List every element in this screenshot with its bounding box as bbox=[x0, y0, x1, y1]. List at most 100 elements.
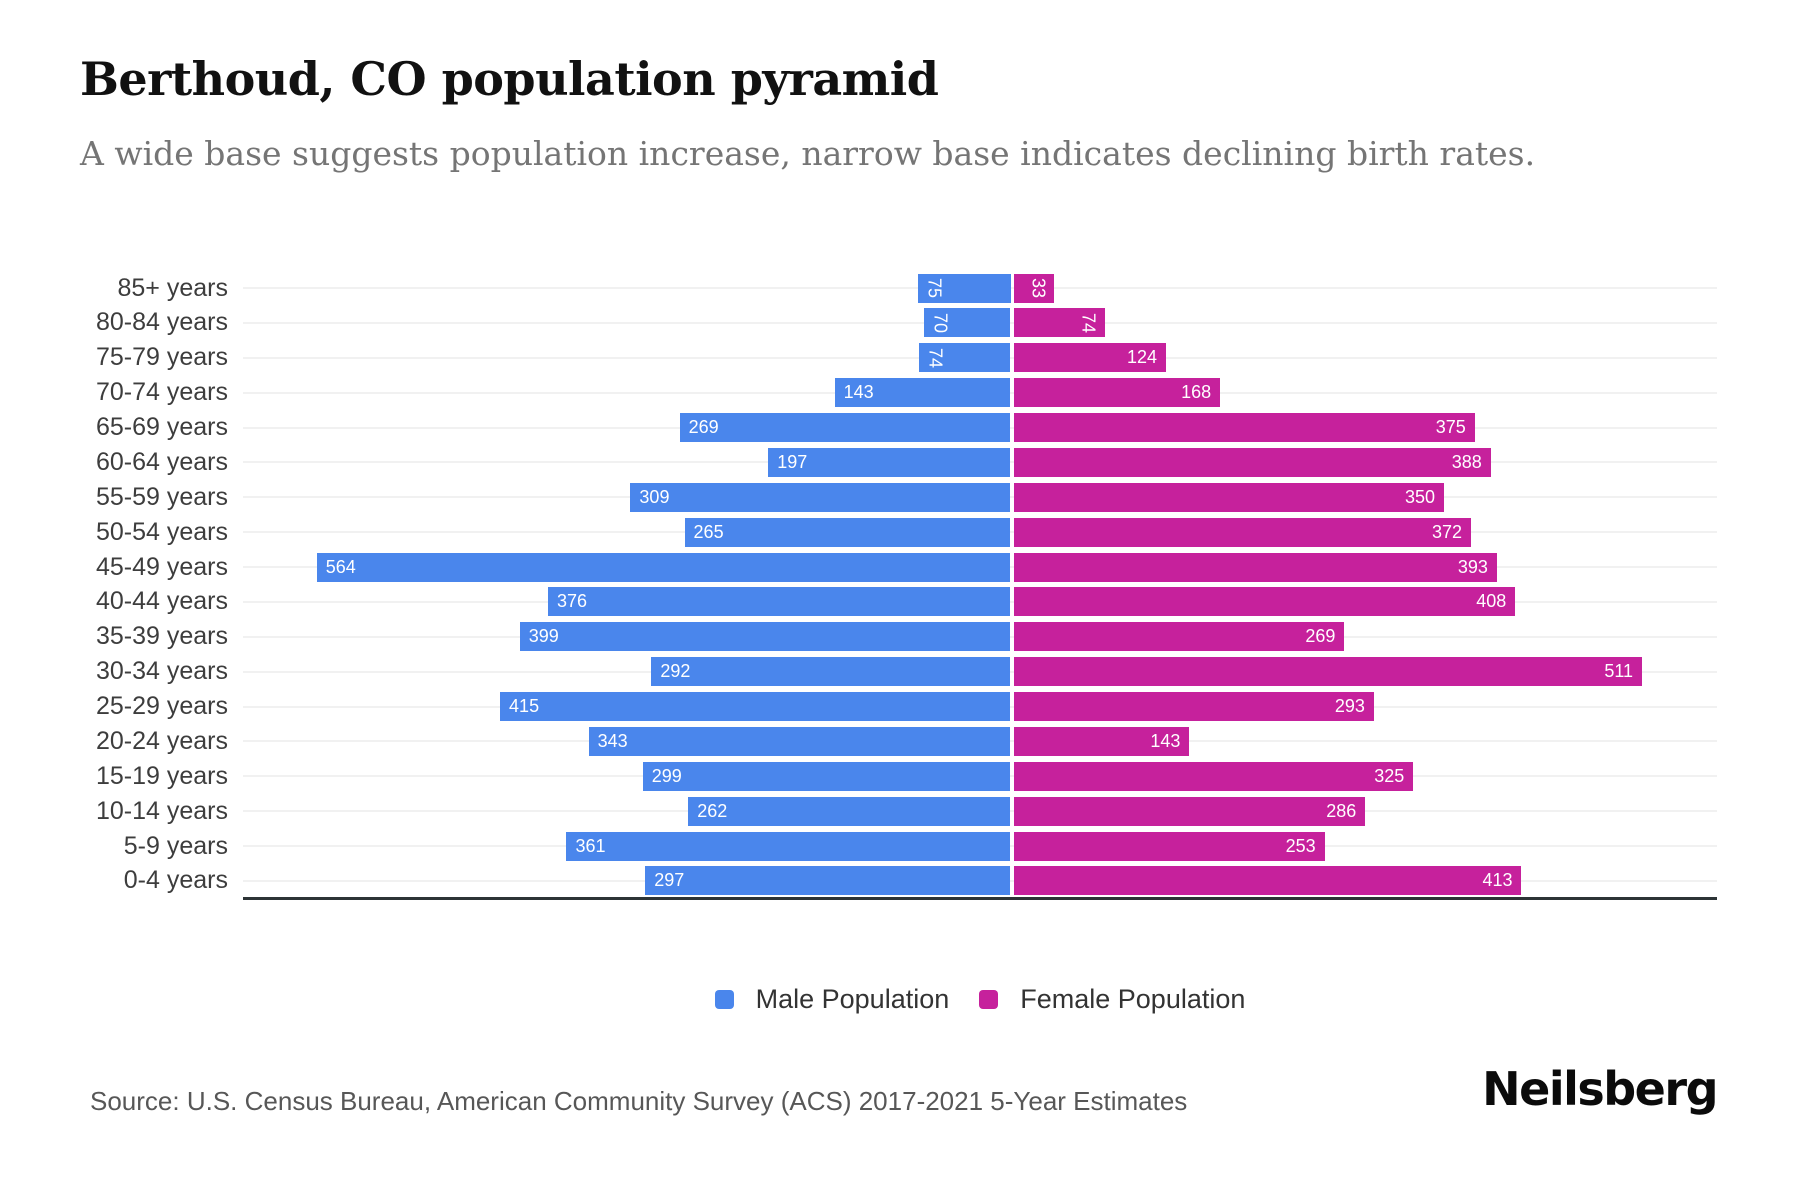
age-group-label: 65-69 years bbox=[95, 413, 228, 442]
female-bar-10-14-years[interactable]: 286 bbox=[1013, 796, 1366, 826]
female-bar-70-74-years[interactable]: 168 bbox=[1013, 378, 1221, 408]
male-bar-value: 376 bbox=[557, 591, 588, 612]
male-bar-value: 265 bbox=[693, 521, 724, 542]
legend: Male Population Female Population bbox=[243, 984, 1717, 1015]
male-bar-value: 70 bbox=[930, 312, 951, 333]
age-group-label: 10-14 years bbox=[95, 796, 228, 825]
female-bar-value: 511 bbox=[1604, 661, 1634, 682]
female-bar-75-79-years[interactable]: 124 bbox=[1013, 343, 1167, 373]
female-bar-80-84-years[interactable]: 74 bbox=[1013, 308, 1105, 338]
female-bar-value: 413 bbox=[1482, 870, 1513, 891]
chart-subtitle: A wide base suggests population increase… bbox=[80, 134, 1536, 173]
female-bar-value: 124 bbox=[1126, 347, 1158, 368]
female-bar-value: 393 bbox=[1457, 556, 1488, 577]
female-bar-value: 143 bbox=[1150, 730, 1181, 751]
female-series-swatch-icon bbox=[979, 990, 999, 1009]
male-bar-value: 343 bbox=[597, 730, 628, 751]
female-bar-value: 325 bbox=[1374, 765, 1405, 786]
male-bar-value: 399 bbox=[528, 626, 559, 647]
female-bar-value: 286 bbox=[1326, 800, 1357, 821]
male-bar-value: 299 bbox=[651, 765, 682, 786]
male-bar-value: 361 bbox=[575, 835, 606, 856]
male-bar-30-34-years[interactable]: 292 bbox=[651, 657, 1011, 687]
age-group-label: 35-39 years bbox=[95, 622, 228, 651]
male-bar-60-64-years[interactable]: 197 bbox=[768, 447, 1011, 477]
female-bar-value: 33 bbox=[1028, 277, 1049, 299]
female-bar-60-64-years[interactable]: 388 bbox=[1013, 447, 1491, 477]
male-bar-35-39-years[interactable]: 399 bbox=[519, 622, 1011, 652]
female-bar-45-49-years[interactable]: 393 bbox=[1013, 552, 1497, 582]
female-bar-value: 269 bbox=[1305, 626, 1336, 647]
male-bar-value: 143 bbox=[843, 382, 874, 403]
age-group-label: 85+ years bbox=[117, 273, 229, 302]
male-bar-15-19-years[interactable]: 299 bbox=[642, 761, 1011, 791]
male-bar-value: 309 bbox=[639, 486, 670, 507]
female-bar-85+-years[interactable]: 33 bbox=[1013, 273, 1055, 303]
neilsberg-logo: Neilsberg bbox=[1482, 1062, 1718, 1116]
female-bar-40-44-years[interactable]: 408 bbox=[1013, 587, 1516, 617]
age-group-label: 30-34 years bbox=[95, 657, 228, 686]
female-bar-20-24-years[interactable]: 143 bbox=[1013, 726, 1190, 756]
male-bar-value: 197 bbox=[777, 451, 808, 472]
age-group-label: 20-24 years bbox=[95, 726, 228, 755]
x-axis-line bbox=[243, 897, 1717, 900]
male-bar-value: 74 bbox=[925, 347, 946, 368]
male-bar-value: 564 bbox=[325, 556, 356, 577]
age-group-label: 50-54 years bbox=[95, 517, 228, 546]
female-bar-55-59-years[interactable]: 350 bbox=[1013, 482, 1444, 512]
male-bar-value: 269 bbox=[688, 417, 719, 438]
male-bar-25-29-years[interactable]: 415 bbox=[500, 692, 1011, 722]
female-bar-value: 408 bbox=[1476, 591, 1507, 612]
male-bar-55-59-years[interactable]: 309 bbox=[630, 482, 1011, 512]
age-group-label: 70-74 years bbox=[95, 378, 228, 407]
male-bar-65-69-years[interactable]: 269 bbox=[679, 413, 1011, 443]
male-bar-70-74-years[interactable]: 143 bbox=[834, 378, 1011, 408]
male-bar-40-44-years[interactable]: 376 bbox=[548, 587, 1011, 617]
age-group-label: 0-4 years bbox=[123, 866, 228, 895]
age-group-label: 60-64 years bbox=[95, 447, 228, 476]
female-bar-value: 388 bbox=[1451, 451, 1482, 472]
female-bar-25-29-years[interactable]: 293 bbox=[1013, 692, 1374, 722]
legend-item-female[interactable]: Female Population bbox=[979, 984, 1245, 1015]
male-bar-80-84-years[interactable]: 70 bbox=[924, 308, 1011, 338]
male-bar-value: 262 bbox=[697, 800, 728, 821]
male-bar-20-24-years[interactable]: 343 bbox=[588, 726, 1011, 756]
legend-item-male[interactable]: Male Population bbox=[714, 984, 950, 1015]
male-bar-0-4-years[interactable]: 297 bbox=[645, 866, 1011, 896]
source-attribution: Source: U.S. Census Bureau, American Com… bbox=[90, 1086, 1188, 1116]
male-bar-50-54-years[interactable]: 265 bbox=[684, 517, 1011, 547]
male-series-swatch-icon bbox=[714, 990, 734, 1009]
male-bar-85+-years[interactable]: 75 bbox=[918, 273, 1011, 303]
age-group-label: 45-49 years bbox=[95, 552, 228, 581]
female-bar-35-39-years[interactable]: 269 bbox=[1013, 622, 1345, 652]
age-group-label: 55-59 years bbox=[95, 482, 228, 511]
female-bar-15-19-years[interactable]: 325 bbox=[1013, 761, 1414, 791]
male-bar-75-79-years[interactable]: 74 bbox=[919, 343, 1011, 373]
age-group-label: 80-84 years bbox=[95, 308, 228, 337]
female-bar-65-69-years[interactable]: 375 bbox=[1013, 413, 1475, 443]
male-bar-value: 292 bbox=[660, 661, 691, 682]
age-group-label: 40-44 years bbox=[95, 587, 228, 616]
female-bar-value: 253 bbox=[1285, 835, 1316, 856]
female-bar-5-9-years[interactable]: 253 bbox=[1013, 831, 1325, 861]
male-bar-value: 415 bbox=[509, 696, 540, 717]
female-bar-50-54-years[interactable]: 372 bbox=[1013, 517, 1472, 547]
male-bar-value: 297 bbox=[654, 870, 685, 891]
male-bar-5-9-years[interactable]: 361 bbox=[566, 831, 1011, 861]
female-bar-30-34-years[interactable]: 511 bbox=[1013, 657, 1643, 687]
male-bar-10-14-years[interactable]: 262 bbox=[688, 796, 1011, 826]
legend-label-female: Female Population bbox=[1020, 984, 1246, 1014]
male-bar-45-49-years[interactable]: 564 bbox=[316, 552, 1011, 582]
female-bar-value: 372 bbox=[1432, 521, 1463, 542]
legend-label-male: Male Population bbox=[755, 984, 950, 1014]
female-bar-0-4-years[interactable]: 413 bbox=[1013, 866, 1522, 896]
age-group-label: 15-19 years bbox=[95, 761, 228, 790]
female-bar-value: 168 bbox=[1181, 382, 1212, 403]
age-group-label: 75-79 years bbox=[95, 343, 228, 372]
age-group-label: 25-29 years bbox=[95, 692, 228, 721]
female-bar-value: 74 bbox=[1079, 312, 1100, 333]
male-bar-value: 75 bbox=[924, 277, 945, 299]
female-bar-value: 350 bbox=[1404, 486, 1435, 507]
